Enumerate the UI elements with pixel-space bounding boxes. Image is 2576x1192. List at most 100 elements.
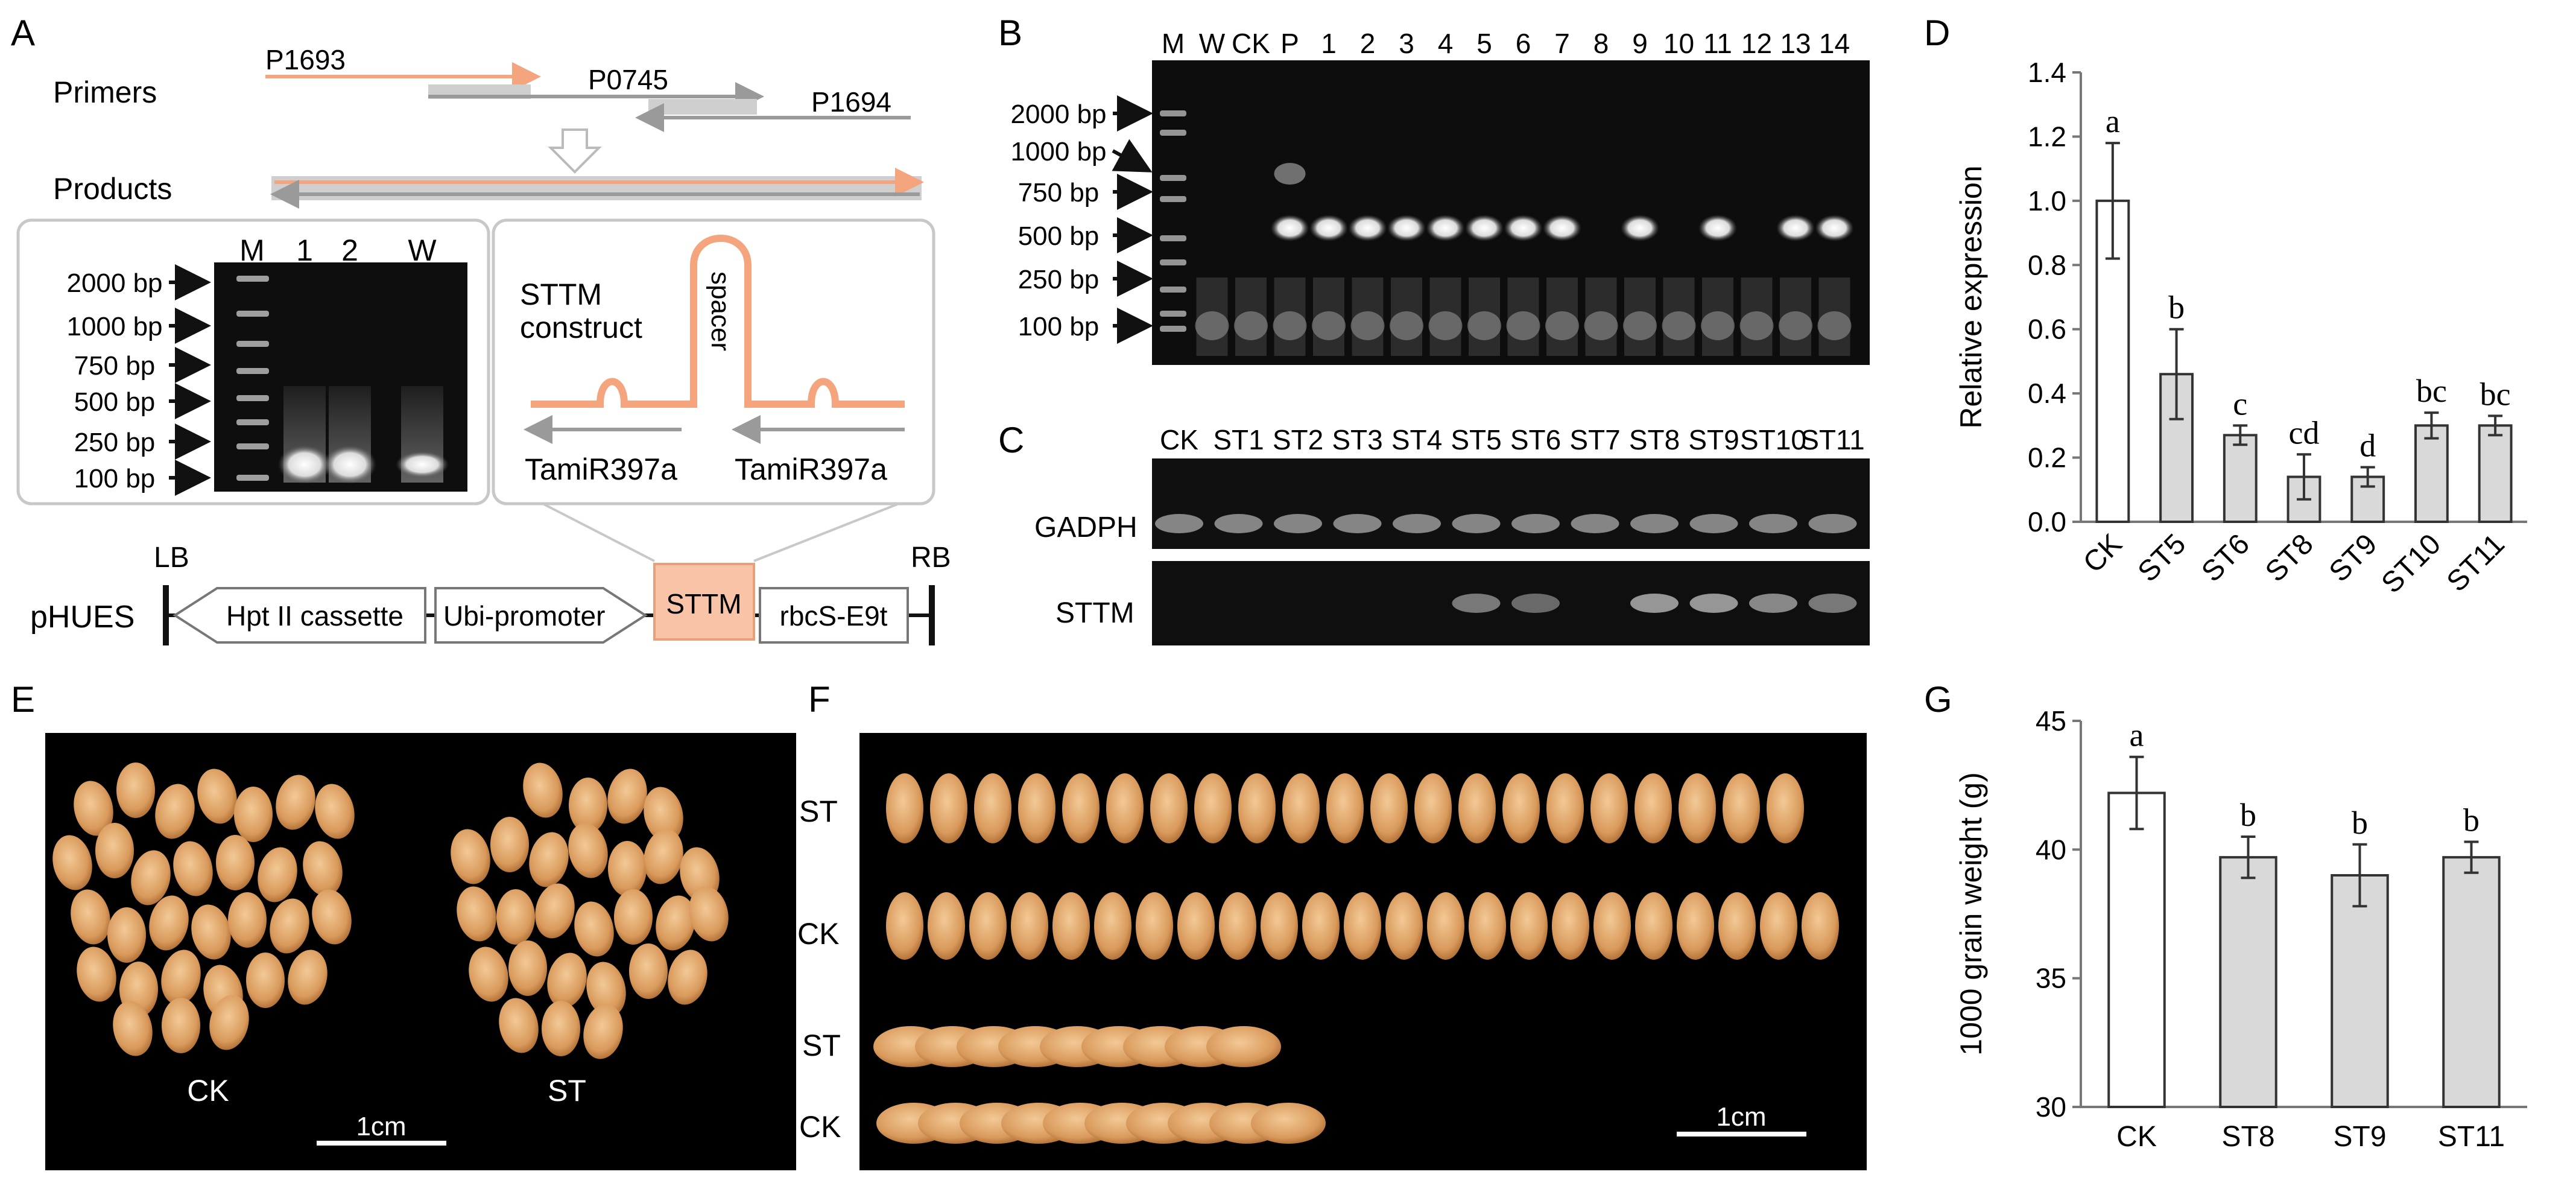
primers-label: Primers (53, 75, 157, 109)
bar-st10 (2414, 424, 2449, 523)
chart-g: 30 35 40 45 1000 grain weight (g) a CK b ST8 b ST9… (1954, 705, 2527, 1153)
gel-b-bands (1160, 110, 1854, 356)
gel-c-gadph-band (1214, 514, 1263, 533)
chart-y-tick-label: 0.8 (2028, 249, 2066, 281)
gel-a-sample-band (396, 451, 449, 478)
spacer-label: spacer (706, 271, 735, 351)
gel-c-bands (1155, 514, 1857, 613)
chart-y-tick-label: 0.6 (2028, 314, 2066, 345)
significance-letter-ck: a (2130, 717, 2144, 753)
gel-c-gadph-band (1808, 514, 1857, 533)
wheat-grain (1150, 773, 1188, 843)
wheat-grain (1206, 1026, 1281, 1067)
wheat-grain (644, 787, 683, 842)
gel-b-lane-p: P (1280, 28, 1299, 59)
wheat-grain (1552, 892, 1589, 960)
primer-p1693-label: P1693 (265, 44, 346, 75)
wheat-grain (1723, 773, 1760, 843)
vector-rb: RB (911, 542, 951, 574)
gel-b-sample-band (1270, 215, 1309, 241)
gel-b-sample-band (1698, 215, 1737, 241)
bar-st8 (2219, 856, 2277, 1108)
rbcs-e9t-label: rbcS-E9t (780, 600, 888, 632)
gel-c-gadph-band (1689, 514, 1738, 533)
gel-a-marker-band (236, 311, 269, 317)
significance-letter-st9: d (2359, 428, 2376, 464)
gel-c-gadph-band (1630, 514, 1679, 533)
bar-ck (2107, 791, 2166, 1108)
gel-a-lane-1: 1 (296, 233, 313, 267)
gel-c-sttm-band (1452, 594, 1501, 613)
wheat-grain (315, 784, 355, 839)
wheat-grain (246, 953, 285, 1008)
gel-b-lane-6: 6 (1516, 28, 1531, 59)
significance-letter-st9: b (2352, 805, 2368, 841)
wheat-grain (312, 889, 352, 945)
pcr-down-arrow (548, 128, 602, 174)
wheat-grain (1344, 892, 1381, 960)
panel-label-c: C (998, 420, 1024, 460)
wheat-grain (1469, 892, 1506, 960)
gel-c-sttm-band (1808, 594, 1857, 613)
gel-b-lane-14: 14 (1819, 28, 1850, 59)
category-label-ck: CK (2116, 1121, 2157, 1153)
wheat-grain (499, 998, 539, 1053)
wheat-grain (547, 953, 587, 1008)
wheat-grain (1261, 892, 1298, 960)
gel-b-lane-4: 4 (1438, 28, 1454, 59)
gel-a-marker-band (236, 419, 269, 425)
gel-b-primer-dimer (1623, 311, 1657, 340)
gel-c-lane-st7: ST7 (1569, 424, 1620, 455)
sttm-construct-frame (492, 218, 935, 506)
wheat-grain (1679, 773, 1716, 843)
wheat-grain (258, 847, 297, 902)
panel-label-b: B (998, 13, 1022, 53)
gel-b-primer-dimer (1234, 311, 1268, 340)
gel-b-lane-11: 11 (1703, 28, 1732, 59)
gel-b-ladder-label: 750 bp (1018, 178, 1100, 208)
gel-b-marker-band (1160, 311, 1186, 317)
wheat-grain (1635, 773, 1672, 843)
sttm-construct-diagram (531, 235, 905, 408)
gel-c-gadph-band (1452, 514, 1501, 533)
gel-b-marker-band (1160, 235, 1186, 241)
wheat-grain (1502, 773, 1540, 843)
gel-a-sample-band (278, 445, 331, 484)
gel-b-sample-band (1348, 215, 1387, 241)
gel-b-primer-dimer (1273, 311, 1307, 340)
primer-p1694-band (648, 99, 757, 115)
ubi-promoter-label: Ubi-promoter (443, 600, 605, 632)
gel-b-marker-band (1160, 326, 1186, 332)
gel-b-lane-12: 12 (1741, 28, 1772, 59)
gel-a-marker-band (236, 395, 269, 401)
gel-a-bands (236, 276, 449, 484)
gel-b-primer-dimer (1195, 311, 1229, 340)
wheat-grain (162, 998, 200, 1053)
wheat-grain (95, 823, 134, 878)
wheat-grain (928, 892, 965, 960)
panel-d: D 0.0 0.2 0.4 0.6 0.8 1.0 1.2 1.4 Relative expre… (1924, 13, 2527, 600)
gel-c-row-sttm: STTM (1055, 597, 1135, 629)
wheat-grain (469, 946, 508, 1002)
gel-b-marker-band (1160, 110, 1186, 116)
gel-a-lane-w: W (408, 233, 437, 267)
wheat-grain (1510, 892, 1548, 960)
category-label-st5: ST5 (2132, 528, 2192, 588)
wheat-grain (161, 949, 201, 1005)
wheat-grain (1194, 773, 1232, 843)
gel-b-primer-dimer (1312, 311, 1346, 340)
panel-label-a: A (11, 13, 35, 53)
gel-b-lane-5: 5 (1476, 28, 1492, 59)
wheat-grain (969, 892, 1007, 960)
gel-b-primer-dimer (1584, 311, 1618, 340)
chart-y-axis-label: 1000 grain weight (g) (1954, 772, 1988, 1056)
category-label-st8: ST8 (2259, 528, 2320, 588)
wheat-grain (1177, 892, 1215, 960)
wheat-grain (451, 829, 490, 884)
gel-c-lane-st3: ST3 (1332, 424, 1382, 455)
wheat-grain (490, 817, 529, 872)
gel-a-ladder-label: 250 bp (74, 428, 156, 457)
gel-c-lane-st9: ST9 (1688, 424, 1739, 455)
wheat-grain (574, 901, 614, 957)
